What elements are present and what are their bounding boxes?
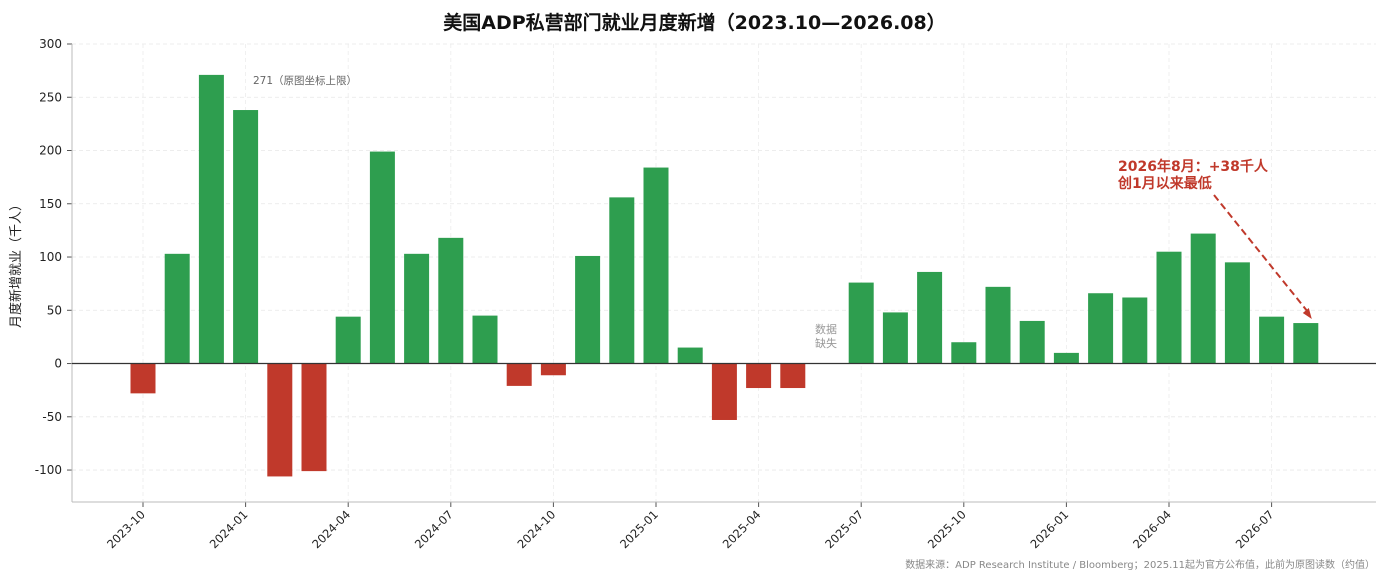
bar-2024-05 bbox=[369, 151, 395, 364]
bar-2025-12 bbox=[1019, 320, 1045, 364]
y-tick-label: -100 bbox=[35, 463, 62, 477]
x-tick-label: 2026-01 bbox=[1027, 507, 1071, 551]
bar-2026-06 bbox=[1224, 262, 1250, 364]
bar-2025-11 bbox=[985, 286, 1011, 364]
bar-2024-12 bbox=[609, 197, 635, 364]
bar-2026-05 bbox=[1190, 233, 1216, 364]
bar-2025-10 bbox=[951, 342, 977, 364]
bar-2024-08 bbox=[472, 315, 498, 364]
y-tick-label: 250 bbox=[39, 90, 62, 104]
bar-2026-04 bbox=[1156, 251, 1182, 364]
highlight-annotation-line1: 2026年8月：+38千人 bbox=[1118, 158, 1269, 175]
bar-2023-11 bbox=[164, 253, 190, 364]
highlight-arrow-line bbox=[1213, 194, 1310, 314]
bar-2024-11 bbox=[575, 255, 601, 364]
x-tick-label: 2026-07 bbox=[1233, 507, 1277, 551]
y-tick-label: 50 bbox=[47, 303, 62, 317]
x-tick-label: 2025-01 bbox=[617, 507, 661, 551]
bar-2025-08 bbox=[882, 312, 908, 364]
x-tick-label: 2025-07 bbox=[822, 507, 866, 551]
bar-2023-12 bbox=[198, 74, 224, 364]
y-tick-label: 300 bbox=[39, 37, 62, 51]
bar-2024-04 bbox=[335, 316, 361, 364]
highlight-arrow-head bbox=[1302, 308, 1312, 320]
y-tick-label: 100 bbox=[39, 250, 62, 264]
bar-2026-02 bbox=[1088, 293, 1114, 364]
bar-2024-10 bbox=[540, 363, 566, 376]
x-tick-label: 2024-04 bbox=[309, 507, 353, 551]
bar-2024-01 bbox=[233, 110, 259, 364]
bar-2024-06 bbox=[404, 253, 430, 364]
y-tick-label: 0 bbox=[54, 357, 62, 371]
bar-2025-03 bbox=[711, 363, 737, 420]
source-note: 数据来源：ADP Research Institute / Bloomberg；… bbox=[905, 560, 1375, 571]
bar-2025-04 bbox=[746, 363, 772, 389]
bar-2026-08 bbox=[1293, 323, 1319, 364]
x-tick-label: 2025-10 bbox=[925, 507, 969, 551]
x-tick-label: 2024-01 bbox=[207, 507, 251, 551]
chart-title: 美国ADP私营部门就业月度新增（2023.10—2026.08） bbox=[443, 12, 946, 34]
x-tick-label: 2024-07 bbox=[412, 507, 456, 551]
cap-annotation: 271（原图坐标上限） bbox=[253, 75, 357, 87]
x-tick-label: 2026-04 bbox=[1130, 507, 1174, 551]
x-tick-label: 2023-10 bbox=[104, 507, 148, 551]
bar-2024-07 bbox=[438, 237, 464, 364]
y-tick-label: -50 bbox=[42, 410, 62, 424]
gap-annotation-line1: 数据 bbox=[815, 322, 837, 336]
bar-2025-09 bbox=[917, 271, 943, 364]
bar-2025-07 bbox=[848, 282, 874, 364]
y-axis-label: 月度新增就业（千人） bbox=[8, 198, 24, 328]
highlight-annotation-line2: 创1月以来最低 bbox=[1117, 175, 1212, 192]
bar-2026-03 bbox=[1122, 297, 1148, 364]
bar-2023-10 bbox=[130, 363, 156, 394]
x-tick-label: 2024-10 bbox=[514, 507, 558, 551]
y-tick-label: 150 bbox=[39, 197, 62, 211]
bar-2025-01 bbox=[643, 167, 669, 364]
bar-2024-02 bbox=[267, 363, 293, 477]
gap-annotation-line2: 缺失 bbox=[815, 336, 837, 350]
bar-2026-01 bbox=[1053, 352, 1079, 364]
bar-2025-02 bbox=[677, 347, 703, 364]
y-tick-label: 200 bbox=[39, 144, 62, 158]
bar-2025-05 bbox=[780, 363, 806, 389]
bar-2026-07 bbox=[1259, 316, 1285, 364]
bar-2024-03 bbox=[301, 363, 327, 472]
x-tick-label: 2025-04 bbox=[720, 507, 764, 551]
bar-2024-09 bbox=[506, 363, 532, 386]
